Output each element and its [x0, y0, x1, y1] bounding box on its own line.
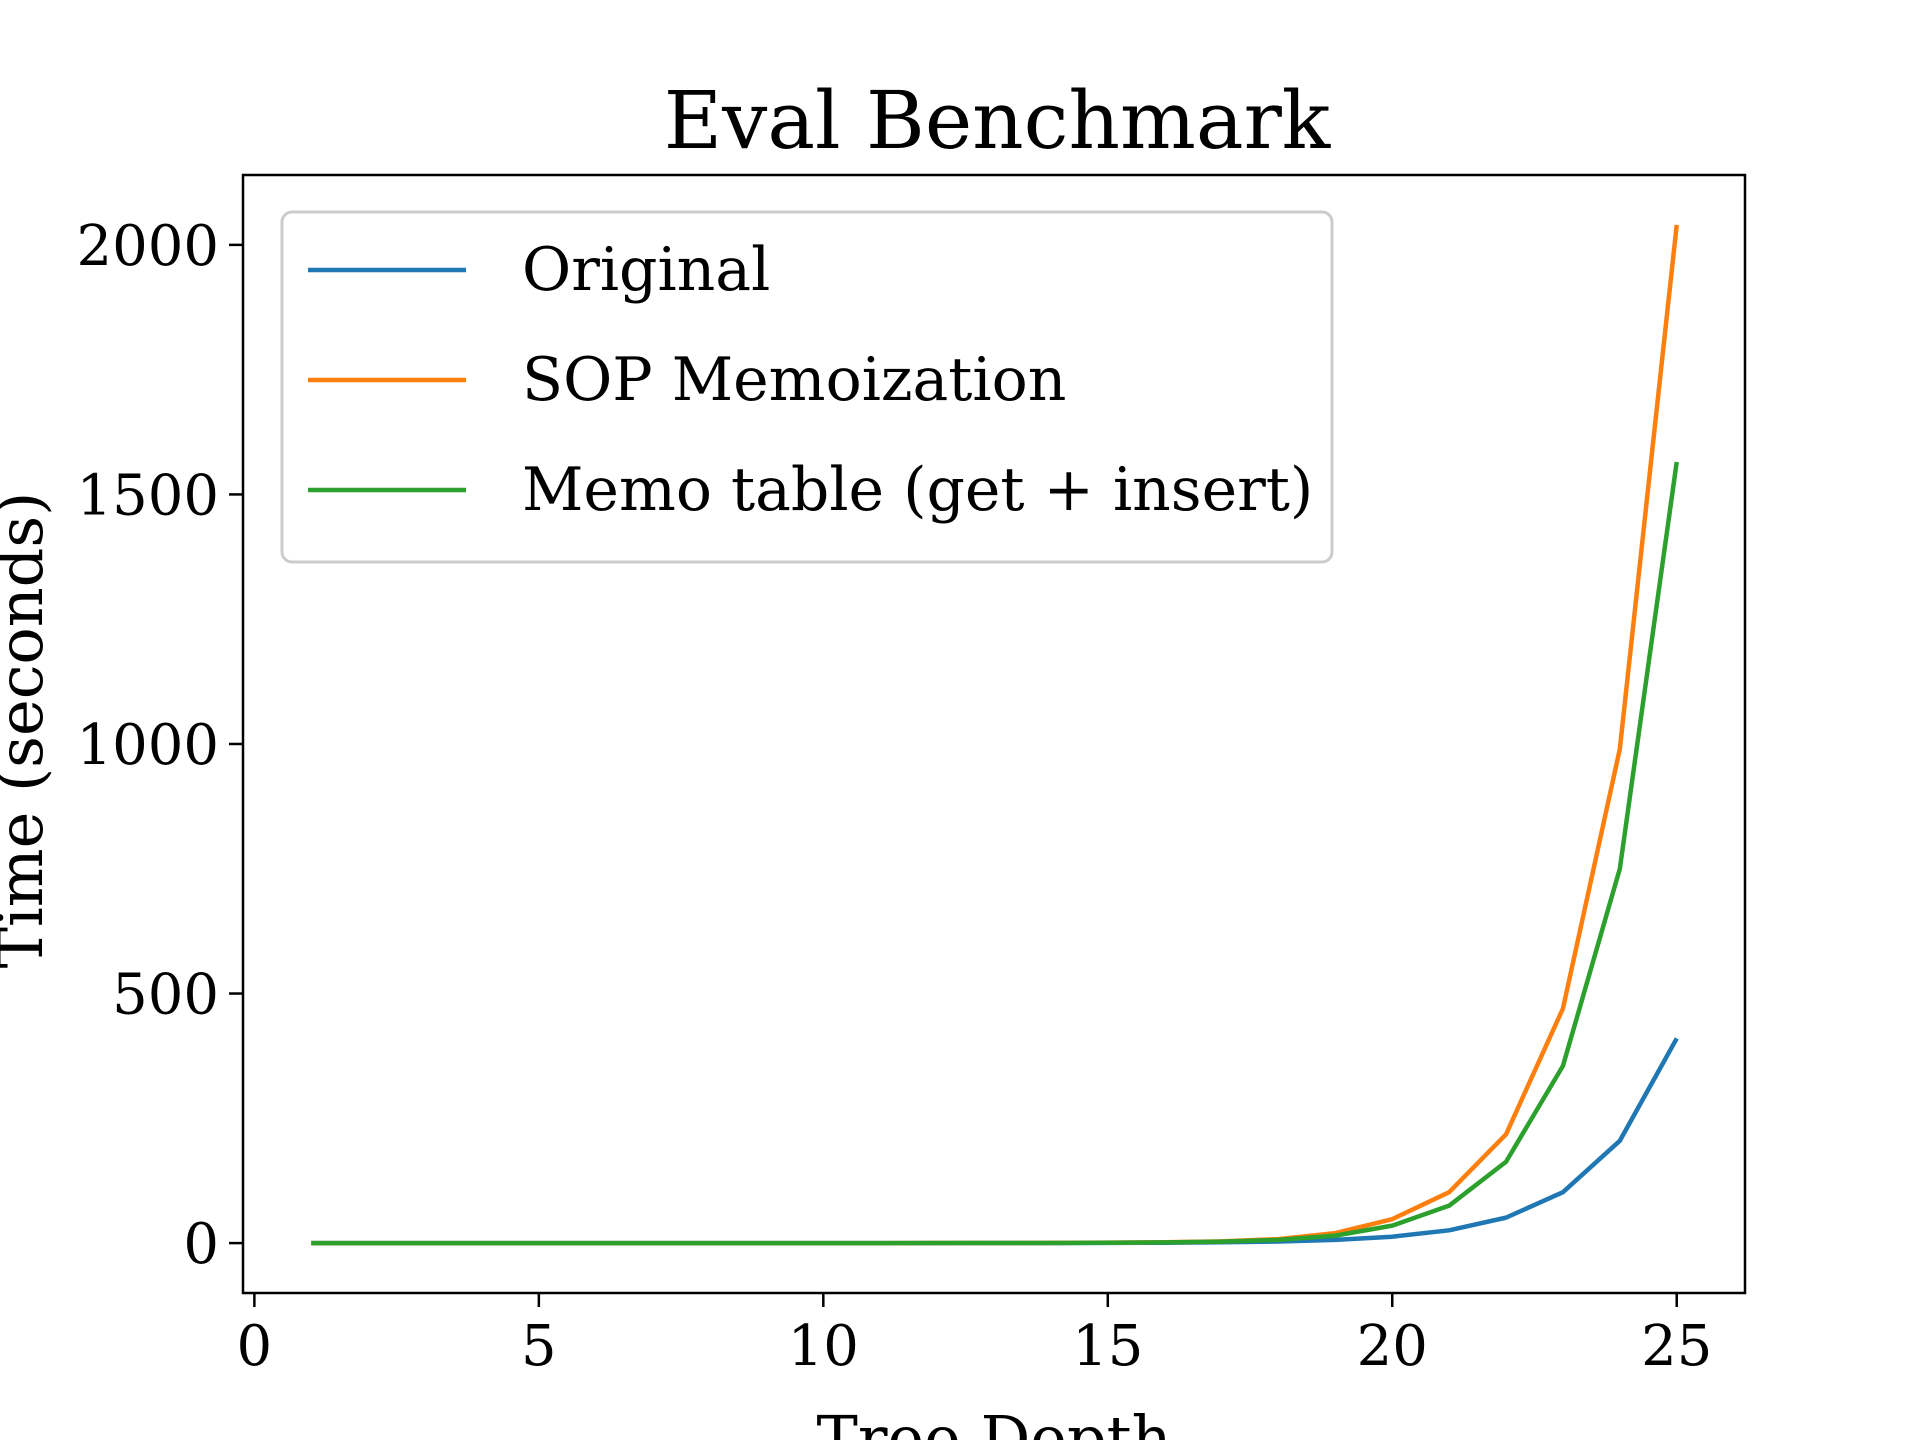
series-line-0 [311, 1037, 1679, 1246]
x-tick-label: 25 [1641, 1314, 1712, 1379]
y-tick-label: 500 [112, 963, 219, 1028]
legend: Original SOP Memoization Memo table (get +… [280, 210, 1334, 564]
legend-label-0: Original [522, 235, 770, 305]
y-tick-label: 1000 [76, 713, 219, 778]
y-tick-label: 2000 [76, 214, 219, 279]
y-axis: 0 500 1000 1500 2000 [76, 214, 243, 1277]
axes-frame [241, 173, 1747, 1295]
x-axis-label: Tree Depth [816, 1402, 1171, 1440]
plot-area [311, 224, 1679, 1246]
legend-label-2: Memo table (get + insert) [522, 455, 1313, 525]
x-tick-label: 0 [237, 1314, 273, 1379]
x-tick-label: 5 [521, 1314, 557, 1379]
x-tick-label: 10 [788, 1314, 859, 1379]
series-line-2 [311, 461, 1679, 1246]
y-tick-label: 1500 [76, 463, 219, 528]
y-axis-label: Time (seconds) [0, 492, 57, 969]
chart-title: Eval Benchmark [664, 74, 1332, 167]
legend-label-1: SOP Memoization [522, 345, 1066, 415]
legend-box [280, 210, 1334, 564]
x-tick-label: 15 [1072, 1314, 1143, 1379]
x-axis: 0 5 10 15 20 25 [237, 1293, 1712, 1379]
x-tick-label: 20 [1357, 1314, 1428, 1379]
y-tick-label: 0 [183, 1212, 219, 1277]
